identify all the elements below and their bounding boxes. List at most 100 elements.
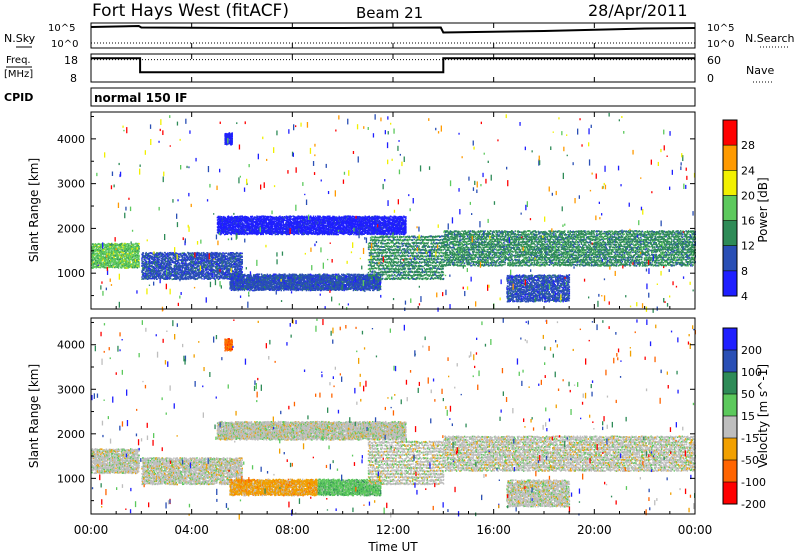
- echo-cell: [242, 259, 243, 261]
- echo-cell: [104, 253, 105, 255]
- echo-cell: [180, 269, 181, 271]
- echo-cell: [206, 262, 207, 264]
- echo-cell: [222, 252, 223, 254]
- echo-cell: [182, 259, 183, 261]
- echo-cell: [146, 261, 147, 263]
- echo-cell: [142, 257, 143, 259]
- echo-cell: [213, 264, 214, 266]
- echo-cell: [240, 254, 241, 256]
- echo-cell: [103, 255, 104, 257]
- echo-cell: [237, 252, 238, 254]
- echo-cell: [92, 260, 93, 262]
- echo-cell: [162, 276, 163, 278]
- echo-cell: [170, 257, 171, 259]
- echo-cell: [150, 276, 151, 278]
- echo-cell: [242, 261, 243, 263]
- echo-cell: [186, 264, 187, 266]
- echo-cell: [203, 268, 204, 270]
- freq-series-line: [91, 58, 695, 72]
- echo-cell: [179, 256, 180, 258]
- echo-cell: [204, 259, 205, 261]
- echo-cell: [186, 269, 187, 271]
- echo-cell: [146, 252, 147, 254]
- echo-cell: [182, 261, 183, 263]
- echo-cell: [111, 266, 112, 268]
- echo-cell: [227, 256, 228, 258]
- echo-cell: [190, 273, 191, 275]
- echo-cell: [205, 257, 206, 259]
- echo-cell: [242, 271, 243, 273]
- echo-cell: [128, 251, 129, 253]
- echo-cell: [240, 253, 241, 255]
- echo-cell: [118, 267, 119, 269]
- echo-cell: [146, 273, 147, 275]
- echo-cell: [216, 261, 217, 263]
- echo-cell: [227, 262, 228, 264]
- echo-cell: [188, 267, 189, 269]
- echo-cell: [156, 278, 157, 280]
- echo-cell: [214, 272, 215, 274]
- echo-cell: [138, 262, 139, 264]
- date-label: 28/Apr/2011: [588, 1, 688, 20]
- echo-cell: [95, 253, 96, 255]
- echo-cell: [118, 248, 119, 250]
- echo-cell: [187, 256, 188, 258]
- echo-cell: [227, 276, 228, 278]
- echo-cell: [133, 245, 134, 247]
- noise-right-tick-high: 10^5: [707, 23, 734, 34]
- echo-cell: [227, 278, 228, 280]
- echo-cell: [227, 271, 228, 273]
- echo-cell: [221, 275, 222, 277]
- echo-cell: [225, 261, 226, 263]
- echo-cell: [170, 277, 171, 279]
- echo-cell: [171, 258, 172, 260]
- echo-cell: [143, 269, 144, 271]
- echo-cell: [232, 254, 233, 256]
- echo-cell: [118, 256, 119, 258]
- echo-cell: [95, 258, 96, 260]
- echo-cell: [155, 259, 156, 261]
- cpid-mode-label: normal 150 IF: [94, 91, 188, 105]
- echo-cell: [193, 257, 194, 259]
- station-title: Fort Hays West (fitACF): [92, 1, 289, 21]
- echo-cell: [168, 275, 169, 277]
- freq-label: Freq.: [6, 55, 31, 66]
- echo-cell: [219, 265, 220, 267]
- echo-cell: [159, 278, 160, 280]
- freq-right-tick-high: 60: [707, 54, 721, 67]
- echo-cell: [138, 259, 139, 261]
- echo-cell: [203, 273, 204, 275]
- echo-cell: [206, 268, 207, 270]
- echo-cell: [138, 264, 139, 266]
- echo-cell: [97, 256, 98, 258]
- echo-cell: [159, 255, 160, 257]
- freq-left-tick-low: 8: [70, 72, 77, 85]
- echo-cell: [229, 271, 230, 273]
- echo-cell: [102, 264, 103, 266]
- echo-cell: [229, 262, 230, 264]
- echo-cell: [143, 273, 144, 275]
- echo-cell: [241, 268, 242, 270]
- echo-cell: [122, 257, 123, 259]
- echo-cell: [144, 258, 145, 260]
- nsearch-label: N.Search: [745, 32, 795, 45]
- echo-cell: [138, 246, 139, 248]
- echo-cell: [146, 271, 147, 273]
- echo-cell: [147, 257, 148, 259]
- echo-cell: [228, 278, 229, 280]
- echo-cell: [133, 246, 134, 248]
- echo-cell: [159, 261, 160, 263]
- echo-cell: [130, 261, 131, 263]
- echo-cell: [170, 262, 171, 264]
- echo-cell: [179, 263, 180, 265]
- echo-cell: [153, 257, 154, 259]
- echo-cell: [138, 266, 139, 268]
- echo-cell: [228, 260, 229, 262]
- echo-cell: [118, 266, 119, 268]
- echo-cell: [156, 267, 157, 269]
- echo-cell: [109, 248, 110, 250]
- echo-cell: [99, 267, 100, 269]
- echo-cell: [149, 252, 150, 254]
- echo-cell: [209, 262, 210, 264]
- echo-cell: [160, 272, 161, 274]
